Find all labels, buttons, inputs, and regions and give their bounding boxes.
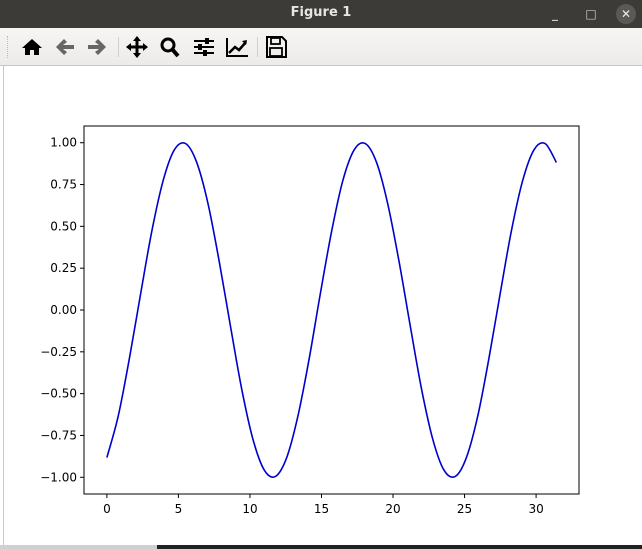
desktop-background: [157, 545, 642, 549]
move-icon[interactable]: [125, 36, 149, 58]
close-icon[interactable]: ✕: [616, 4, 636, 24]
window-titlebar: Figure 1 _ □ ✕: [0, 0, 642, 28]
series-line: [106, 142, 558, 478]
y-tick-label: −0.75: [40, 428, 77, 442]
y-tick-label: 0.25: [50, 261, 77, 275]
y-tick-label: −1.00: [40, 470, 77, 484]
home-icon[interactable]: [20, 36, 44, 58]
window-border: [0, 545, 157, 549]
x-tick-label: 30: [528, 502, 543, 516]
arrow-left-icon[interactable]: [53, 36, 77, 58]
toolbar-separator: [118, 37, 119, 57]
magnifier-icon[interactable]: [158, 36, 182, 58]
x-tick-label: 20: [385, 502, 400, 516]
x-tick-label: 25: [457, 502, 472, 516]
arrow-right-icon[interactable]: [85, 36, 109, 58]
line-chart: 0 5 10 15 20 25 30 1.00 0.75 0.50 0.25 0.00 −0.25 −0.…: [40, 125, 580, 516]
x-tick-label: 15: [314, 502, 329, 516]
toolbar-separator: [257, 37, 258, 57]
window-title: Figure 1: [290, 5, 352, 20]
line-chart-icon[interactable]: [225, 36, 249, 58]
figure-canvas[interactable]: 0 5 10 15 20 25 30 1.00 0.75 0.50 0.25 0.00 −0.25 −0.…: [3, 66, 642, 545]
sliders-icon[interactable]: [192, 36, 216, 58]
y-tick-label: 0.75: [50, 178, 77, 192]
axes-frame: [83, 125, 580, 495]
x-tick-label: 0: [103, 502, 111, 516]
maximize-icon[interactable]: □: [585, 7, 597, 21]
y-tick-label: −0.25: [40, 345, 77, 359]
x-tick-label: 10: [242, 502, 257, 516]
y-tick-label: 0.50: [50, 219, 77, 233]
y-tick-label: 0.00: [50, 303, 77, 317]
y-tick-label: −0.50: [40, 387, 77, 401]
floppy-disk-icon[interactable]: [264, 36, 288, 58]
toolbar-grip[interactable]: [7, 36, 10, 58]
y-tick-label: 1.00: [50, 136, 77, 150]
x-tick-label: 5: [175, 502, 183, 516]
minimize-icon[interactable]: _: [552, 7, 558, 21]
toolbar: [0, 28, 642, 66]
